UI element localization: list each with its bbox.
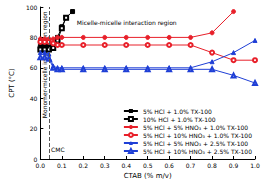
svg-text:40: 40 — [30, 95, 38, 102]
svg-text:0.0: 0.0 — [36, 162, 46, 169]
svg-text:Micelle-micelle interaction re: Micelle-micelle interaction region — [77, 19, 177, 27]
svg-text:CPT (°C): CPT (°C) — [8, 68, 16, 98]
svg-text:0: 0 — [33, 155, 38, 163]
svg-text:1.0: 1.0 — [250, 162, 260, 169]
svg-text:5% HCl + 10% HNO₃ + 1.0% TX-10: 5% HCl + 10% HNO₃ + 1.0% TX-100 — [143, 132, 252, 139]
svg-text:0.1: 0.1 — [57, 162, 67, 169]
svg-text:5% HCl + 10% HNO₃ + 2.5% TX-10: 5% HCl + 10% HNO₃ + 2.5% TX-100 — [143, 148, 252, 155]
svg-text:5% HCl + 1.0% TX-100: 5% HCl + 1.0% TX-100 — [143, 108, 212, 115]
svg-text:0.9: 0.9 — [229, 162, 239, 169]
svg-text:CMC: CMC — [51, 146, 65, 153]
svg-text:0.6: 0.6 — [164, 162, 174, 169]
svg-text:0.7: 0.7 — [186, 162, 196, 169]
svg-text:0.3: 0.3 — [100, 162, 110, 169]
svg-text:0.4: 0.4 — [121, 162, 131, 169]
svg-text:0.8: 0.8 — [207, 162, 217, 169]
svg-text:60: 60 — [30, 64, 38, 71]
svg-text:0.5: 0.5 — [143, 162, 153, 169]
svg-text:100: 100 — [26, 4, 38, 11]
svg-text:Monomer-micelle interaction re: Monomer-micelle interaction region — [41, 11, 49, 118]
svg-text:5% HCl + 5% HNO₃ + 2.5% TX-100: 5% HCl + 5% HNO₃ + 2.5% TX-100 — [143, 140, 248, 147]
svg-text:20: 20 — [30, 125, 38, 132]
svg-text:10% HCl + 1.0% TX-100: 10% HCl + 1.0% TX-100 — [143, 116, 216, 123]
svg-text:5% HCl + 5% HNO₃ + 1.0% TX-100: 5% HCl + 5% HNO₃ + 1.0% TX-100 — [143, 124, 248, 131]
svg-text:0.2: 0.2 — [79, 162, 89, 169]
svg-text:CTAB (% m/v): CTAB (% m/v) — [124, 172, 172, 180]
svg-text:80: 80 — [30, 34, 38, 41]
